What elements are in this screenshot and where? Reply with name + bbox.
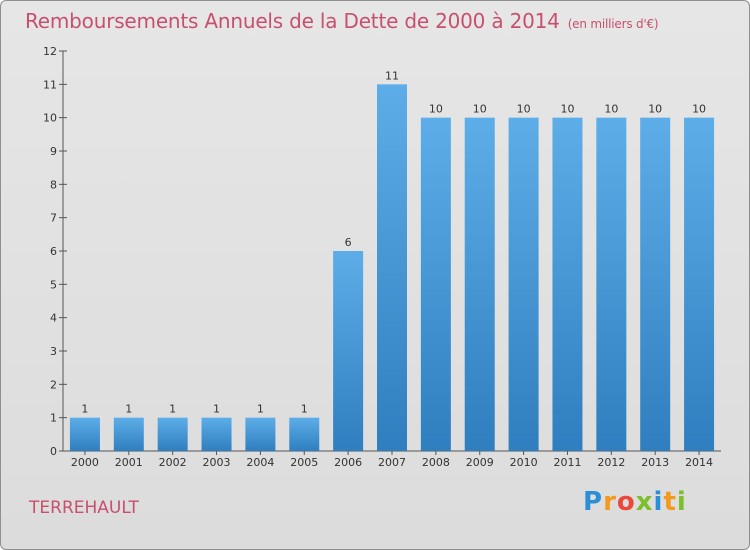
bar-value-label: 10 — [604, 103, 618, 116]
y-tick-label: 12 — [43, 45, 57, 58]
proxiti-logo: Proxiti — [583, 487, 687, 517]
logo-letter: P — [583, 487, 604, 517]
y-tick-label: 0 — [50, 445, 57, 458]
place-name: TERREHAULT — [29, 498, 139, 518]
bar-value-label: 11 — [385, 69, 399, 82]
x-tick-label: 2001 — [115, 456, 143, 469]
x-tick-label: 2008 — [422, 456, 450, 469]
y-tick-label: 8 — [50, 178, 57, 191]
logo-letter: o — [616, 487, 636, 517]
x-tick-label: 2003 — [203, 456, 231, 469]
bar-value-label: 10 — [692, 103, 706, 116]
bar-value-label: 1 — [81, 403, 88, 416]
bar-value-label: 10 — [648, 103, 662, 116]
bar — [684, 117, 715, 452]
bar — [377, 84, 407, 451]
bar — [69, 417, 100, 451]
bar — [420, 117, 451, 452]
y-tick-label: 7 — [50, 212, 57, 225]
bar — [113, 417, 144, 451]
logo-letter: x — [635, 487, 654, 517]
bar-value-label: 10 — [429, 103, 443, 116]
bar — [333, 251, 364, 451]
x-tick-label: 2013 — [641, 456, 669, 469]
logo-letter: r — [603, 487, 617, 517]
chart-title-text: Remboursements Annuels de la Dette de 20… — [25, 9, 560, 33]
bar-value-label: 10 — [473, 103, 487, 116]
logo-letter: i — [676, 487, 687, 517]
bar — [245, 417, 276, 451]
x-tick-label: 2002 — [159, 456, 187, 469]
y-tick-label: 4 — [50, 312, 57, 325]
x-tick-label: 2006 — [334, 456, 362, 469]
x-tick-label: 2014 — [685, 456, 713, 469]
bar-value-label: 1 — [169, 403, 176, 416]
bar — [157, 417, 188, 451]
x-tick-label: 2010 — [510, 456, 538, 469]
logo-letter: i — [653, 487, 664, 517]
x-tick-label: 2004 — [246, 456, 274, 469]
bar-value-label: 10 — [517, 103, 531, 116]
x-tick-label: 2012 — [597, 456, 625, 469]
bar — [289, 417, 320, 451]
y-tick-label: 1 — [50, 412, 57, 425]
x-tick-label: 2011 — [553, 456, 581, 469]
y-tick-label: 3 — [50, 345, 57, 358]
bar — [640, 117, 671, 452]
x-tick-label: 2007 — [378, 456, 406, 469]
chart-unit: (en milliers d'€) — [567, 17, 659, 31]
bar-value-label: 10 — [560, 103, 574, 116]
x-tick-label: 2009 — [466, 456, 494, 469]
y-tick-label: 11 — [43, 78, 57, 91]
bar — [596, 117, 627, 452]
logo-letter: t — [663, 487, 677, 517]
bar-value-label: 1 — [257, 403, 264, 416]
bar — [464, 117, 495, 452]
x-tick-label: 2000 — [71, 456, 99, 469]
y-tick-label: 6 — [50, 245, 57, 258]
chart-title: Remboursements Annuels de la Dette de 20… — [25, 9, 659, 33]
bar-value-label: 1 — [301, 403, 308, 416]
y-tick-label: 10 — [43, 112, 57, 125]
bar — [552, 117, 583, 452]
bar-value-label: 1 — [213, 403, 220, 416]
bar-value-label: 6 — [345, 236, 352, 249]
x-tick-label: 2005 — [290, 456, 318, 469]
bar — [508, 117, 539, 452]
bar — [201, 417, 232, 451]
y-tick-label: 5 — [50, 278, 57, 291]
y-tick-label: 9 — [50, 145, 57, 158]
y-tick-label: 2 — [50, 378, 57, 391]
bar-value-label: 1 — [125, 403, 132, 416]
